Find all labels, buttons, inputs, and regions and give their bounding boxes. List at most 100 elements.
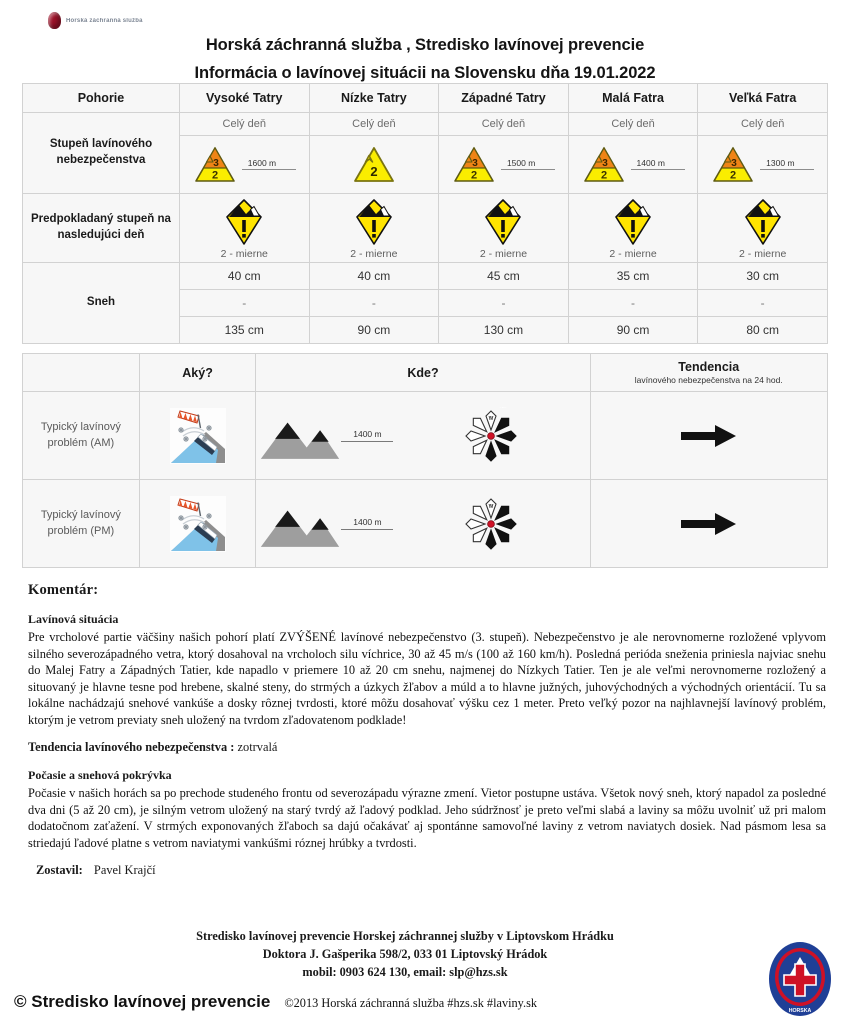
problem-header-where: Kde? [255,353,591,392]
author-name: Pavel Krajčí [93,863,156,877]
arrow-right-icon-pm [679,511,739,537]
problem-row-pm: Typický lavínový problém (PM) [22,479,828,568]
problem-type-cell-am [138,391,257,480]
top-brand-logo: Horská záchranná služba [48,12,143,29]
avalanche-problem-table: Aký? Kde? Tendencia lavínového nebezpeče… [22,353,828,568]
problem-type-cell-pm [138,479,257,568]
warning-diamond-icon-4 [740,197,786,247]
tendency-subtitle: lavínového nebezpečenstva na 24 hod. [634,375,783,385]
col-header-region-0: Vysoké Tatry [178,83,310,113]
commentary-tendency-value: zotrvalá [237,740,278,754]
table-header-row: Pohorie Vysoké Tatry Nízke Tatry Západné… [22,83,828,113]
commentary-section2-title: Počasie a snehová pokrývka [28,768,172,782]
svg-text:W: W [489,416,494,422]
snow-mid-4: - [697,289,828,317]
col-header-region-4: Veľká Fatra [697,83,828,113]
footer-copyright-note: ©2013 Horská záchranná služba #hzs.sk #l… [284,996,538,1010]
danger-cell-3: 3 2 1400 m [567,135,699,194]
snow-new-0: 40 cm [178,262,310,290]
snow-new-3: 35 cm [567,262,699,290]
svg-text:W: W [489,504,494,510]
svg-text:N: N [489,504,493,510]
snow-row-total: 135 cm 90 cm 130 cm 90 cm 80 cm [23,316,828,344]
problem-where-cell-am: 1400 m N [255,391,591,480]
altitude-label-0: 1600 m [247,157,277,168]
author-label: Zostavil: [36,863,83,877]
forecast-label-3: 2 - mierne [609,248,657,260]
altitude-line-4 [760,169,815,171]
problem-where-cell-pm: 1400 m N [255,479,591,568]
tendency-cell-pm [589,479,828,568]
danger-upper-4: 3 [731,158,737,169]
col-header-region-1: Nízke Tatry [308,83,440,113]
windslab-icon-pm [168,494,228,554]
svg-text:NE: NE [499,407,507,410]
col-header-region-2: Západné Tatry [438,83,569,113]
altitude-line-2 [500,169,555,171]
forecast-cell-4: 2 - mierne [697,193,828,263]
danger-mountain-icon-1: 2 [350,145,398,185]
row-label-danger-level: Stupeň lavínového nebezpečenstva [22,112,180,194]
period-row: Stupeň lavínového nebezpečenstva Celý de… [22,112,828,194]
altitude-line-0 [241,169,296,171]
altitude-label-4: 1300 m [766,157,795,168]
forecast-cell-3: 2 - mierne [567,193,699,263]
hzs-emblem-icon: HORSKA [764,940,836,1018]
snow-mid-1: - [308,289,440,317]
period-2: Celý deň [438,112,569,136]
problem-header-tendency: Tendencia lavínového nebezpečenstva na 2… [589,353,828,392]
danger-lower-1: 2 [370,164,377,179]
forecast-cell-1: 2 - mierne [308,193,440,263]
col-header-region-3: Malá Fatra [567,83,699,113]
danger-level-table: Pohorie Vysoké Tatry Nízke Tatry Západné… [22,83,828,344]
page-footer: Stredisko lavínovej prevencie Horskej zá… [0,914,850,1024]
danger-lower-3: 2 [600,169,606,181]
danger-lower-4: 2 [730,169,736,181]
footer-address-block: Stredisko lavínovej prevencie Horskej zá… [0,914,850,981]
commentary-tendency-label: Tendencia lavínového nebezpečenstva : [28,740,235,754]
commentary-section1-title: Lavínová situácia [28,612,119,626]
tendency-cell-am [589,391,828,480]
tendency-title: Tendencia [678,360,740,374]
svg-text:HORSKA: HORSKA [789,1008,812,1014]
aspect-rose-icon-am: N NE [462,404,520,465]
snow-mid-3: - [567,289,699,317]
danger-lower-2: 2 [471,169,477,181]
forecast-row: Predpokladaný stupeň na nasledujúci deň … [22,193,828,263]
altitude-label-3: 1400 m [636,157,665,168]
windslab-icon-am [168,406,228,466]
danger-icon-row: 3 2 1600 m [23,135,828,194]
elevation-label-am: 1400 m [353,429,382,439]
snow-row-new: Sneh 40 cm 40 cm 45 cm 35 cm 30 cm [22,262,828,344]
col-header-pohorie: Pohorie [22,83,180,113]
snow-total-4: 80 cm [697,316,828,344]
row-label-snow: Sneh [22,262,180,344]
elevation-line-am [341,441,394,442]
footer-copyright-main: © Stredisko lavínovej prevencie [14,992,271,1011]
footer-line-1: Stredisko lavínovej prevencie Horskej zá… [196,929,614,943]
top-brand-label: Horská záchranná služba [66,17,143,24]
footer-line-3: mobil: 0903 624 130, email: slp@hzs.sk [302,964,508,979]
snow-total-1: 90 cm [308,316,440,344]
problem-header-what: Aký? [138,353,257,392]
danger-upper-0: 3 [213,158,219,169]
snow-total-3: 90 cm [567,316,699,344]
danger-lower-0: 2 [212,169,218,181]
altitude-label-2: 1500 m [506,157,536,168]
snow-total-2: 130 cm [438,316,569,344]
problem-label-am: Typický lavínový problém (AM) [22,391,140,480]
elevation-label-wrap-pm: 1400 m [341,517,394,530]
danger-mountain-icon-0: 3 2 [191,145,239,185]
forecast-label-4: 2 - mierne [739,248,787,260]
period-0: Celý deň [178,112,310,136]
forecast-cell-2: 2 - mierne [438,193,569,263]
forecast-label-1: 2 - mierne [350,248,398,260]
altitude-marker-2: 1500 m [500,157,557,171]
altitude-line-3 [630,169,685,171]
period-4: Celý deň [697,112,828,136]
danger-cell-4: 3 2 1300 m [697,135,828,194]
commentary-section: Komentár: Lavínová situácia Pre vrcholov… [0,568,850,878]
period-3: Celý deň [567,112,699,136]
commentary-section1-text: Pre vrcholové partie väčšiny našich poho… [28,630,826,727]
elevation-icon-am: 1400 m [257,409,394,463]
